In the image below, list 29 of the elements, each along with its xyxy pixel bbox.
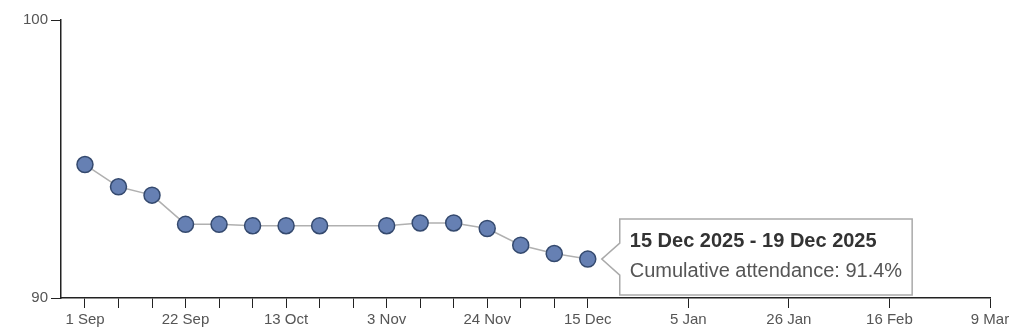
- point: [176, 215, 195, 234]
- point: [444, 214, 463, 232]
- y-tick-label: 100: [23, 10, 49, 28]
- x-tick-label: 9 Mar: [970, 310, 1010, 328]
- point: [76, 155, 94, 174]
- x-tick-label: 5 Jan: [669, 310, 707, 328]
- point: [243, 216, 262, 235]
- point: [478, 219, 496, 238]
- annotation: Cumulative attendance: 91.4%: [629, 258, 903, 281]
- x-tick-label: 26 Jan: [766, 310, 812, 328]
- point: [545, 244, 563, 263]
- point: [411, 214, 429, 232]
- point: [310, 216, 329, 235]
- point: [579, 250, 597, 268]
- point: [511, 236, 530, 254]
- point: [377, 216, 396, 235]
- x-tick-label: 1 Sep: [65, 310, 105, 328]
- x-tick-label: 13 Oct: [263, 310, 310, 328]
- annotation: 15 Dec 2025 - 19 Dec 2025: [629, 228, 877, 251]
- point: [277, 216, 295, 235]
- point: [109, 178, 128, 196]
- x-tick-label: 22 Sep: [161, 310, 210, 328]
- x-tick-label: 24 Nov: [463, 310, 512, 328]
- point: [143, 186, 161, 204]
- x-tick-label: 3 Nov: [367, 310, 407, 328]
- y-tick-label: 90: [31, 288, 49, 306]
- point: [210, 215, 228, 234]
- x-tick-label: 15 Dec: [564, 310, 613, 328]
- x-tick-label: 16 Feb: [866, 310, 913, 328]
